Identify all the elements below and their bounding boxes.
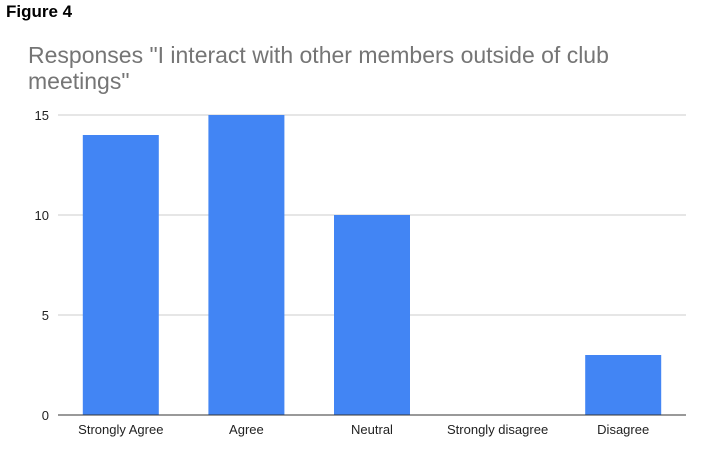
bar	[208, 115, 285, 415]
y-tick-label: 0	[42, 408, 49, 423]
chart-title: Responses "I interact with other members…	[28, 42, 609, 94]
x-tick-label: Strongly disagree	[447, 422, 548, 437]
bar	[334, 215, 410, 415]
figure-label: Figure 4	[6, 2, 73, 21]
y-tick-label: 15	[35, 108, 49, 123]
x-tick-label: Disagree	[597, 422, 649, 437]
y-tick-label: 10	[35, 208, 49, 223]
y-tick-label: 5	[42, 308, 49, 323]
bar	[585, 355, 662, 415]
bar	[82, 135, 159, 415]
x-tick-label: Neutral	[351, 422, 393, 437]
x-tick-label: Agree	[229, 422, 264, 437]
x-tick-label: Strongly Agree	[78, 422, 163, 437]
